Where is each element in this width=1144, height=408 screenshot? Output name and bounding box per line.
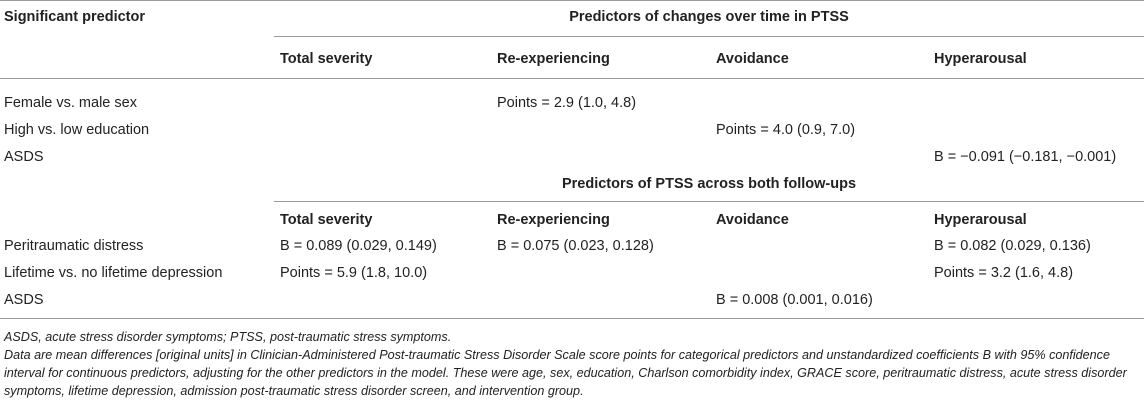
section1-col-total-severity: Total severity [280,51,373,67]
section1-col-re-experiencing: Re-experiencing [497,51,610,67]
row-avoid-value: B = 0.008 (0.001, 0.016) [716,292,873,308]
row-total-value: Points = 5.9 (1.8, 10.0) [280,265,428,281]
data-description-footnote: Data are mean differences [original unit… [4,348,1127,398]
row-hyper-value: B = 0.082 (0.029, 0.136) [934,238,1091,254]
section2-col-re-experiencing: Re-experiencing [497,212,610,228]
row-predictor: ASDS [4,149,44,165]
section2-col-hyperarousal: Hyperarousal [934,212,1027,228]
section1-title: Predictors of changes over time in PTSS [569,9,849,25]
row-hyper-value: B = −0.091 (−0.181, −0.001) [934,149,1117,165]
top-rule [0,0,1144,1]
row-total-value: B = 0.089 (0.029, 0.149) [280,238,437,254]
row-predictor: ASDS [4,292,44,308]
section1-col-hyperarousal: Hyperarousal [934,51,1027,67]
section1-header-bottom-rule [0,78,1144,79]
section2-title: Predictors of PTSS across both follow-up… [561,176,857,192]
row-predictor: Female vs. male sex [4,95,137,111]
row-predictor: High vs. low education [4,122,150,138]
row-predictor: Peritraumatic distress [4,238,144,254]
abbreviations-footnote: ASDS, acute stress disorder symptoms; PT… [4,330,452,344]
section2-col-total-severity: Total severity [280,212,373,228]
section1-col-avoidance: Avoidance [716,51,789,67]
row-predictor: Lifetime vs. no lifetime depression [4,265,223,281]
section2-subheader-rule [274,201,1144,202]
bottom-rule [0,318,1144,319]
row-hyper-value: Points = 3.2 (1.6, 4.8) [934,265,1074,281]
row-reexp-value: Points = 2.9 (1.0, 4.8) [497,95,637,111]
section1-subheader-rule [274,36,1144,37]
significant-predictor-header: Significant predictor [4,9,145,25]
row-reexp-value: B = 0.075 (0.023, 0.128) [497,238,654,254]
section2-col-avoidance: Avoidance [716,212,789,228]
row-avoid-value: Points = 4.0 (0.9, 7.0) [716,122,856,138]
